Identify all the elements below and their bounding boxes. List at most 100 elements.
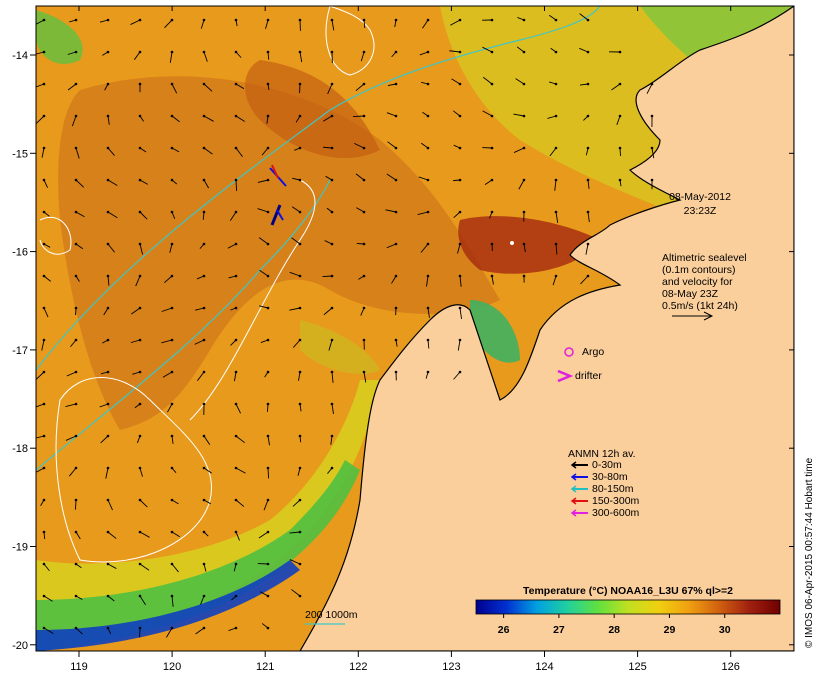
velocity-arrow-origin: [138, 178, 142, 182]
velocity-arrow-origin: [426, 274, 430, 278]
velocity-arrow: [450, 19, 461, 26]
drifter-label: drifter: [575, 370, 602, 382]
map-plot-area: [36, 6, 794, 651]
velocity-arrow-origin: [234, 338, 238, 342]
velocity-arrow-origin: [42, 370, 46, 374]
velocity-arrow-origin: [234, 146, 238, 150]
velocity-arrow: [139, 563, 150, 571]
velocity-arrow: [587, 179, 590, 189]
velocity-arrow: [580, 275, 589, 285]
sealevel-contour-4: [39, 216, 72, 255]
x-tick-label: 123: [442, 661, 460, 673]
velocity-arrow-origin: [298, 274, 302, 278]
velocity-arrow-origin: [458, 274, 462, 278]
velocity-arrow-origin: [42, 626, 46, 630]
velocity-arrow-origin: [298, 210, 302, 214]
velocity-arrow: [107, 499, 113, 511]
velocity-arrow-origin: [74, 338, 78, 342]
velocity-arrow-origin: [74, 306, 78, 310]
velocity-arrow: [585, 243, 589, 255]
velocity-arrow: [235, 115, 245, 122]
anmn-legend-arrowhead: [570, 461, 577, 469]
velocity-arrow-origin: [522, 242, 526, 246]
velocity-arrow-origin: [330, 402, 334, 406]
velocity-arrow: [194, 339, 205, 345]
velocity-arrow: [555, 243, 558, 255]
y-tick-label: -16: [12, 247, 28, 259]
velocity-arrow-origin: [618, 114, 622, 118]
warm-patch: [245, 60, 380, 159]
velocity-arrow: [523, 243, 526, 253]
velocity-arrow-origin: [458, 178, 462, 182]
velocity-arrow-origin: [138, 434, 142, 438]
velocity-arrow: [107, 563, 117, 569]
velocity-arrow-origin: [42, 178, 46, 182]
velocity-arrow-origin: [234, 530, 238, 534]
velocity-arrow: [483, 76, 493, 85]
velocity-arrow-origin: [106, 306, 110, 310]
velocity-arrow: [107, 243, 115, 253]
y-tick-label: -20: [12, 640, 28, 652]
y-axis: -14 -15 -16 -17 -18 -19 -20: [12, 50, 794, 652]
velocity-arrow: [139, 531, 150, 538]
velocity-arrow-origin: [490, 82, 494, 86]
velocity-arrow-origin: [106, 178, 110, 182]
velocity-arrow: [200, 595, 205, 605]
velocity-arrow: [139, 499, 148, 508]
velocity-arrow: [482, 46, 493, 53]
anmn-legend-arrowhead: [570, 509, 577, 517]
velocity-arrow: [547, 115, 557, 119]
y-tick-label: -14: [12, 50, 28, 62]
velocity-arrow-origin: [106, 146, 110, 150]
anmn-legend-arrowhead: [570, 473, 577, 481]
velocity-arrow-origin: [202, 594, 206, 598]
velocity-arrow-origin: [394, 18, 398, 22]
velocity-arrow: [166, 627, 173, 638]
velocity-arrow-origin: [298, 466, 302, 470]
velocity-arrow: [99, 403, 109, 408]
velocity-arrow: [579, 13, 589, 21]
velocity-arrow: [203, 435, 211, 445]
velocity-arrow-origin: [138, 306, 142, 310]
velocity-arrow-origin: [458, 242, 462, 246]
velocity-arrow-origin: [330, 114, 334, 118]
velocity-arrow: [579, 47, 589, 53]
velocity-arrow-origin: [266, 466, 270, 470]
velocity-arrow-origin: [330, 82, 334, 86]
velocity-arrow-origin: [42, 434, 46, 438]
velocity-arrow: [139, 467, 143, 477]
velocity-arrow: [203, 51, 208, 62]
velocity-arrow: [41, 147, 45, 158]
velocity-arrow-origin: [298, 434, 302, 438]
velocity-arrow: [459, 307, 462, 319]
velocity-arrow: [324, 240, 333, 245]
velocity-arrow-origin: [522, 146, 526, 150]
velocity-arrow-origin: [554, 178, 558, 182]
velocity-arrow-origin: [42, 274, 46, 278]
velocity-arrow-origin: [234, 594, 238, 598]
velocity-arrow: [133, 51, 141, 60]
velocity-arrow: [363, 371, 367, 383]
velocity-arrow-origin: [170, 210, 174, 214]
velocity-arrow-origin: [138, 530, 142, 534]
velocity-arrow-origin: [170, 626, 174, 630]
velocity-arrow: [65, 403, 77, 408]
velocity-arrow-origin: [426, 146, 430, 150]
velocity-arrow-origin: [234, 274, 238, 278]
velocity-arrow-origin: [138, 146, 142, 150]
velocity-arrow-origin: [298, 178, 302, 182]
velocity-arrow-origin: [266, 562, 270, 566]
velocity-arrow-origin: [138, 402, 142, 406]
velocity-arrow: [99, 19, 109, 23]
altimetry-line-5: 0.5m/s (1kt 24h): [662, 300, 738, 312]
velocity-arrow: [355, 173, 365, 181]
velocity-arrow: [491, 275, 494, 285]
velocity-arrow-origin: [298, 82, 302, 86]
velocity-arrow-origin: [394, 306, 398, 310]
velocity-arrow-origin: [74, 562, 78, 566]
velocity-arrow-origin: [170, 50, 174, 54]
velocity-arrow-origin: [202, 210, 206, 214]
velocity-arrow: [291, 589, 301, 597]
velocity-arrow-origin: [42, 498, 46, 502]
velocity-arrow: [259, 269, 269, 277]
